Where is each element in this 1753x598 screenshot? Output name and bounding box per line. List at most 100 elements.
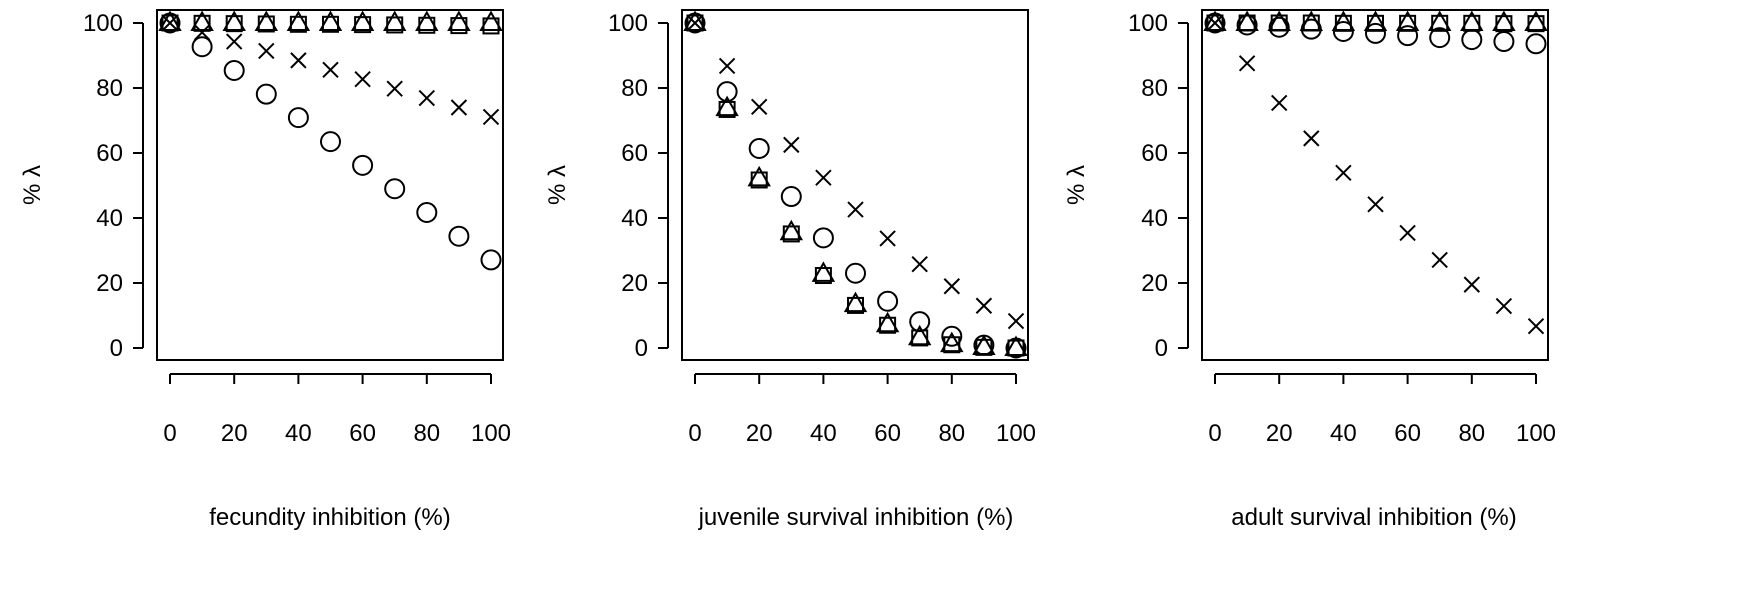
plot-frame [156,9,504,361]
data-point-triangle [1427,10,1452,31]
data-point-cross [1463,276,1481,293]
plot-frame [1201,9,1549,361]
data-point-triangle [1492,10,1516,31]
data-point-cross [879,230,896,247]
data-point-cross [482,108,500,126]
data-point-triangle [447,10,471,31]
data-point-cross [718,57,736,75]
data-point-circle [1397,25,1419,47]
data-point-circle [287,107,309,129]
data-point-cross [1495,297,1513,315]
data-point-triangle [1524,10,1548,31]
data-point-triangle [382,10,407,31]
data-point-cross [911,255,928,273]
data-point-cross [450,99,468,116]
data-point-circle [1429,27,1451,49]
data-point-circle [845,262,866,284]
data-point-triangle [158,10,182,31]
series-cross [161,14,500,126]
data-point-circle [448,225,470,247]
data-point-circle [191,36,213,58]
y-tick-label: 0 [635,335,648,362]
x-tick-label: 80 [413,420,440,447]
x-tick-label: 0 [688,420,701,447]
data-point-cross [225,33,243,50]
series-triangle [158,10,503,31]
data-point-circle [812,227,834,249]
x-tick-label: 60 [349,420,376,447]
data-point-cross [975,297,993,314]
panel-3: 0 20 40 60 80 100 0 20 40 60 80 100 adult survival i… [1063,9,1556,531]
x-axis-title: fecundity inhibition (%) [209,504,450,531]
x-tick-label: 100 [471,420,511,447]
y-tick-label: 60 [96,140,123,167]
data-point-triangle [715,95,739,117]
series-triangle [683,10,1028,356]
x-tick-label: 60 [874,420,901,447]
y-tick-label: 80 [96,75,123,102]
data-point-triangle [843,291,868,313]
data-point-circle [1525,33,1547,55]
data-point-cross [322,61,339,79]
data-point-triangle [875,311,900,333]
series-triangle [1203,10,1548,31]
data-point-triangle [1363,10,1388,31]
data-point-cross [161,14,179,32]
data-point-circle [320,131,341,153]
data-point-cross [418,89,436,107]
y-tick-label: 0 [110,335,123,362]
data-point-circle [416,201,438,223]
x-tick-label: 80 [1458,420,1485,447]
y-tick-label: 100 [83,10,123,37]
x-tick-label: 0 [1208,420,1221,447]
data-point-cross [686,14,704,32]
y-tick-label: 60 [1141,140,1168,167]
data-point-circle [780,186,802,208]
x-tick-label: 60 [1394,420,1421,447]
y-axis-title: % λ [19,165,46,205]
data-point-cross [1399,224,1416,242]
data-point-circle [352,154,374,176]
data-point-cross [750,98,768,116]
data-point-cross [1007,312,1025,330]
y-tick-label: 40 [1141,205,1168,232]
data-point-triangle [1235,10,1259,31]
data-point-triangle [254,10,279,31]
panel-1: 0 20 40 60 80 100 0 20 40 60 80 100 fecundity inhibi… [19,9,511,531]
data-point-cross [193,24,211,41]
y-tick-label: 20 [621,270,648,297]
y-tick-label: 100 [608,10,648,37]
data-point-triangle [415,10,439,31]
y-axis-title: % λ [544,165,571,205]
data-point-triangle [1299,10,1324,31]
data-point-triangle [479,10,503,31]
data-point-cross [815,169,832,186]
x-tick-label: 0 [163,420,176,447]
series-circle [1204,12,1547,55]
y-tick-label: 20 [96,270,123,297]
data-point-cross [1335,164,1352,182]
data-point-triangle [972,334,996,356]
data-point-triangle [1331,10,1356,31]
y-tick-label: 40 [621,205,648,232]
y-axis-title: % λ [1063,165,1090,205]
series-cross [1206,14,1545,335]
series-circle [684,12,1027,359]
data-point-circle [1493,31,1515,53]
series-cross [686,14,1025,330]
data-point-circle [480,249,502,271]
data-point-circle [748,137,770,159]
x-tick-label: 100 [996,420,1036,447]
data-point-cross [1431,251,1448,269]
data-point-cross [354,71,371,88]
x-tick-label: 80 [938,420,965,447]
data-point-triangle [350,10,375,31]
x-tick-label: 40 [1330,420,1357,447]
data-point-triangle [907,324,932,346]
plot-frame [681,9,1029,361]
data-point-cross [1270,94,1288,112]
data-point-triangle [811,261,836,282]
data-point-cross [1527,318,1545,335]
series-circle [159,12,502,271]
data-point-cross [943,278,961,295]
